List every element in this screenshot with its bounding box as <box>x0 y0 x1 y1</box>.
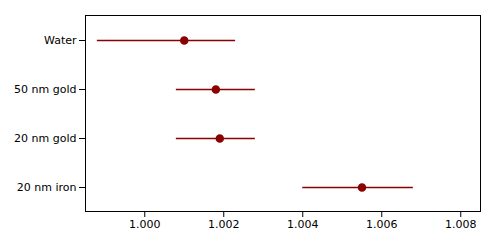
svg-text:Water: Water <box>44 34 77 47</box>
svg-text:1.006: 1.006 <box>366 218 398 231</box>
svg-text:20 nm gold: 20 nm gold <box>14 132 76 145</box>
svg-text:1.002: 1.002 <box>208 218 240 231</box>
svg-text:1.004: 1.004 <box>287 218 319 231</box>
svg-text:20 nm iron: 20 nm iron <box>17 181 77 194</box>
svg-text:1.008: 1.008 <box>445 218 477 231</box>
svg-text:50 nm gold: 50 nm gold <box>14 83 76 96</box>
svg-text:1.000: 1.000 <box>129 218 161 231</box>
